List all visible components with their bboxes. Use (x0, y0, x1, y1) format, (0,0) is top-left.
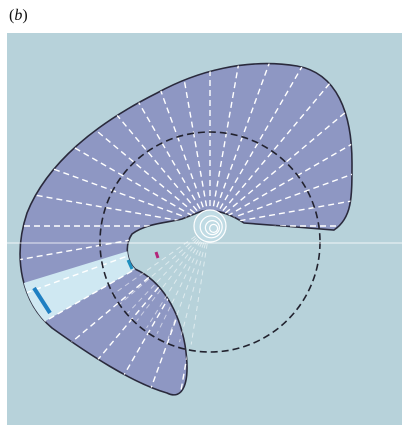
ray (209, 63, 321, 227)
inner-ray (167, 225, 211, 339)
inner-ray (156, 225, 211, 334)
inner-ray (127, 225, 211, 314)
spiral-loop (204, 220, 220, 236)
inner-ray (118, 225, 211, 305)
ray (209, 63, 353, 227)
ray (20, 65, 211, 227)
ray (20, 63, 211, 227)
spiral-loop (209, 223, 219, 233)
inner-ray (179, 225, 211, 343)
center-spiral (193, 209, 227, 243)
ray (209, 65, 353, 227)
shaded-region (19, 62, 353, 396)
ray (49, 63, 211, 227)
spiral-loop (199, 215, 223, 239)
ray (20, 115, 211, 227)
inner-ray (136, 225, 211, 322)
markers (32, 251, 160, 315)
inner-ray (190, 225, 211, 345)
ray (209, 115, 353, 227)
dashed-circle (99, 131, 321, 353)
figure-panel (7, 33, 402, 425)
cardioid-diagram (7, 33, 402, 425)
outer-marker (32, 286, 52, 315)
inner-marker (154, 251, 160, 259)
ray (99, 63, 211, 227)
ray (20, 63, 211, 227)
ray (20, 169, 211, 227)
panel-label: (b) (9, 7, 28, 24)
ray (209, 63, 353, 227)
inner-ray (111, 225, 211, 296)
ray (209, 63, 353, 227)
ray (153, 63, 211, 227)
ray (209, 169, 353, 227)
ray (209, 63, 267, 227)
middle-marker (126, 259, 134, 270)
